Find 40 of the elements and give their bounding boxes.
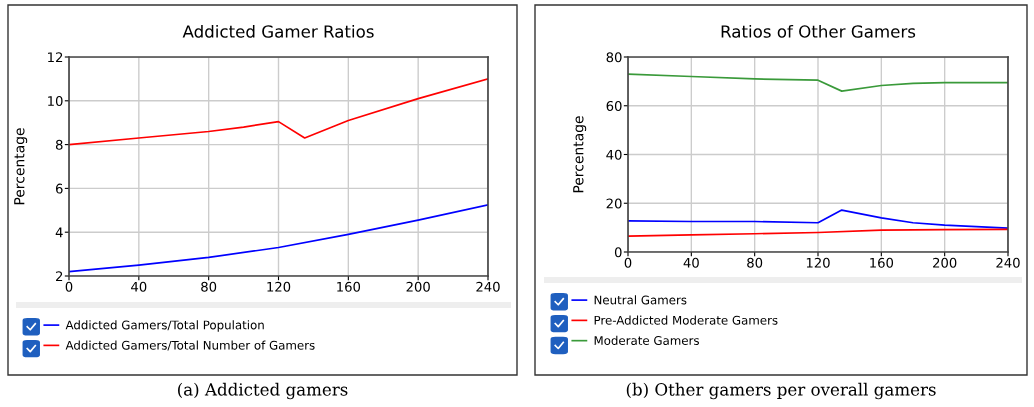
legend-label: Moderate Gamers [594, 335, 699, 345]
y-axis-title: Percentage [573, 116, 587, 193]
chart-title: Ratios of Other Gamers [721, 24, 916, 38]
y-tick-label: 8 [55, 139, 63, 150]
x-tick-label: 0 [624, 257, 632, 268]
x-tick-label: 40 [683, 257, 699, 268]
legend-label: Addicted Gamers/Total Number of Gamers [65, 340, 315, 351]
x-tick-label: 80 [747, 257, 763, 268]
y-tick-label: 20 [606, 198, 622, 209]
y-tick-label: 12 [48, 52, 63, 63]
y-axis-title: Percentage [14, 128, 28, 205]
line-series [628, 73, 1008, 92]
y-tick-label: 6 [55, 183, 63, 194]
y-tick-label: 4 [55, 227, 63, 238]
y-tick-label: 40 [606, 149, 622, 160]
y-tick-label: 80 [606, 52, 622, 63]
line-series [628, 209, 1008, 229]
chart-title: Addicted Gamer Ratios [182, 24, 374, 38]
y-tick-label: 0 [614, 247, 622, 258]
x-tick-label: 160 [870, 257, 894, 268]
line-series [69, 78, 488, 146]
legend-label: Addicted Gamers/Total Population [65, 320, 264, 332]
x-tick-label: 80 [201, 281, 217, 292]
legend-label: Neutral Gamers [594, 295, 687, 305]
text: (a) Addicted gamers [178, 382, 348, 400]
text: (b) Other gamers per overall gamers [626, 382, 936, 400]
y-tick-label: 2 [56, 271, 63, 282]
x-tick-label: 40 [131, 281, 147, 292]
legend-label: Pre-Addicted Moderate Gamers [594, 315, 778, 325]
y-tick-label: 10 [48, 96, 63, 106]
x-tick-label: 0 [65, 281, 73, 292]
x-tick-label: 120 [806, 257, 830, 268]
y-tick-label: 60 [606, 100, 622, 111]
x-tick-label: 200 [933, 257, 957, 268]
x-tick-label: 240 [476, 281, 500, 292]
x-tick-label: 200 [406, 281, 430, 292]
line-series [628, 228, 1008, 237]
x-tick-label: 160 [337, 281, 361, 292]
x-tick-label: 240 [996, 257, 1020, 268]
x-tick-label: 120 [267, 281, 291, 292]
